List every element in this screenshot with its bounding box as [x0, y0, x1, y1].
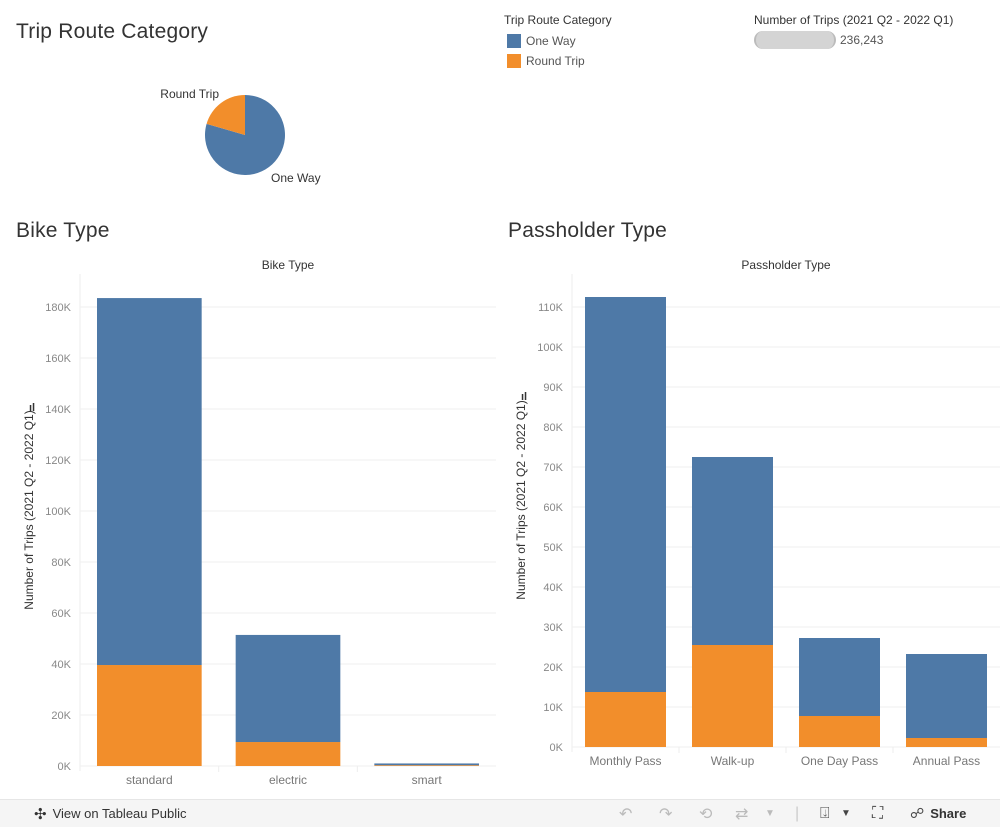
x-tick-label: Annual Pass	[913, 754, 980, 768]
x-tick-label: electric	[269, 773, 307, 787]
footer-toolbar: ✣ View on Tableau Public ↶ ↷ ⟲ ⇄ ▼ | ⍗ ▼…	[0, 799, 1000, 827]
share-button[interactable]: ☍ Share	[910, 805, 966, 822]
x-tick-label: One Day Pass	[801, 754, 878, 768]
y-tick-label: 80K	[543, 422, 563, 434]
legend-swatch-round-trip	[507, 54, 521, 68]
size-legend-pill	[754, 31, 836, 49]
refresh-icon[interactable]: ⇄	[735, 805, 749, 823]
y-tick-label: 60K	[543, 502, 563, 514]
tableau-logo-icon: ✣	[34, 805, 47, 823]
y-tick-label: 80K	[51, 557, 71, 569]
y-axis-label: Number of Trips (2021 Q2 - 2022 Q1)	[22, 410, 36, 609]
bar-electric-round-trip[interactable]	[235, 742, 341, 766]
y-tick-label: 40K	[51, 659, 71, 671]
sort-icon[interactable]: ıl	[29, 402, 35, 414]
bar-smart-one-way[interactable]	[374, 763, 479, 766]
bar-walk-up-one-way[interactable]	[692, 457, 773, 645]
refresh-dropdown-icon[interactable]: ▼	[765, 808, 775, 819]
bar-one-day-pass-one-way[interactable]	[799, 638, 880, 716]
bar-standard-one-way[interactable]	[97, 298, 202, 666]
undo-icon[interactable]: ↶	[619, 805, 633, 823]
bike-type-title: Bike Type	[16, 219, 110, 242]
x-tick-label: smart	[412, 773, 443, 787]
size-legend-value: 236,243	[840, 33, 884, 47]
revert-icon[interactable]: ⟲	[699, 805, 713, 823]
size-legend-title: Number of Trips (2021 Q2 - 2022 Q1)	[754, 13, 954, 27]
y-tick-label: 180K	[45, 302, 71, 314]
y-tick-label: 0K	[58, 761, 72, 773]
trip-route-title: Trip Route Category	[16, 20, 209, 43]
legend-title: Trip Route Category	[504, 13, 612, 27]
y-tick-label: 60K	[51, 608, 71, 620]
fullscreen-icon[interactable]: ⛶	[872, 804, 884, 822]
view-on-tableau-button[interactable]: ✣ View on Tableau Public	[34, 805, 187, 823]
pie-chart: Round Trip One Way	[160, 87, 321, 185]
passholder-type-chart: Passholder Type 0K 10K 20K 30K 40K 50K 60K 70K 80…	[514, 258, 1000, 768]
share-icon: ☍	[910, 805, 925, 821]
legend-label: One Way	[526, 34, 576, 48]
sort-icon[interactable]: ıl	[521, 391, 527, 403]
view-on-tableau-label: View on Tableau Public	[52, 806, 187, 821]
bar-annual-pass-round-trip[interactable]	[906, 738, 987, 747]
size-legend: Number of Trips (2021 Q2 - 2022 Q1) 236,…	[754, 13, 953, 49]
y-tick-label: 10K	[543, 702, 563, 714]
y-tick-label: 0K	[550, 742, 564, 754]
y-tick-label: 100K	[537, 342, 563, 354]
y-tick-label: 90K	[543, 382, 563, 394]
y-tick-label: 20K	[543, 662, 563, 674]
legend-swatch-one-way	[507, 34, 521, 48]
x-tick-label: standard	[126, 773, 173, 787]
x-header-label: Bike Type	[262, 258, 315, 272]
y-axis-label: Number of Trips (2021 Q2 - 2022 Q1)	[514, 400, 528, 599]
redo-icon[interactable]: ↷	[659, 805, 673, 823]
download-icon[interactable]: ⍗	[820, 804, 830, 822]
y-tick-label: 50K	[543, 542, 563, 554]
y-tick-label: 100K	[45, 506, 71, 518]
toolbar-divider: |	[795, 804, 800, 822]
pie-label-one-way: One Way	[271, 171, 321, 185]
download-dropdown-icon[interactable]: ▼	[841, 808, 851, 819]
bar-monthly-pass-one-way[interactable]	[585, 297, 666, 692]
y-tick-label: 160K	[45, 353, 71, 365]
bar-electric-one-way[interactable]	[235, 634, 341, 743]
y-tick-label: 110K	[538, 302, 564, 314]
y-tick-label: 70K	[543, 462, 563, 474]
pie-slice-round-trip[interactable]	[206, 95, 245, 135]
bar-smart-round-trip[interactable]	[374, 765, 479, 766]
bar-one-day-pass-round-trip[interactable]	[799, 716, 880, 747]
bike-type-chart: Bike Type 0K 20K 40K 60K 80K 100K 120K 140K 160K 1…	[22, 258, 496, 787]
y-tick-label: 20K	[51, 710, 71, 722]
bar-standard-round-trip[interactable]	[97, 665, 202, 766]
bar-walk-up-round-trip[interactable]	[692, 645, 773, 747]
x-tick-label: Monthly Pass	[589, 754, 661, 768]
pie-label-round-trip: Round Trip	[160, 87, 219, 101]
y-tick-label: 140K	[45, 404, 71, 416]
y-tick-label: 120K	[45, 455, 71, 467]
trip-route-legend: Trip Route Category One Way Round Trip	[504, 13, 612, 71]
x-tick-label: Walk-up	[711, 754, 755, 768]
legend-item-one-way[interactable]: One Way	[507, 31, 612, 51]
x-header-label: Passholder Type	[741, 258, 830, 272]
bar-annual-pass-one-way[interactable]	[906, 654, 987, 738]
y-tick-label: 40K	[543, 582, 563, 594]
legend-label: Round Trip	[526, 54, 585, 68]
bar-monthly-pass-round-trip[interactable]	[585, 692, 666, 747]
y-tick-label: 30K	[543, 622, 563, 634]
passholder-type-title: Passholder Type	[508, 219, 668, 242]
legend-item-round-trip[interactable]: Round Trip	[507, 51, 612, 71]
share-label: Share	[930, 806, 967, 821]
